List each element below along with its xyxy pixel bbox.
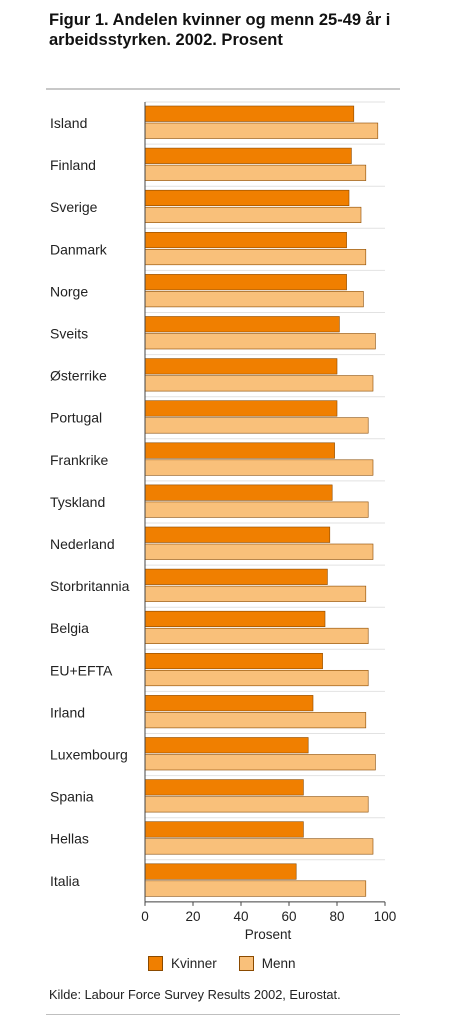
bar-menn <box>144 459 374 476</box>
x-tick-label: 80 <box>329 909 344 924</box>
bar-menn <box>144 417 369 434</box>
bar-kvinner <box>144 610 326 628</box>
bar-menn <box>144 585 367 602</box>
category-label: Danmark <box>50 241 108 257</box>
bar-kvinner <box>144 147 352 164</box>
legend-label-kvinner: Kvinner <box>171 956 217 971</box>
bar-menn <box>144 796 369 813</box>
x-tick-label: 40 <box>233 909 248 924</box>
bar-kvinner <box>144 821 304 838</box>
category-label: Sverige <box>50 199 98 215</box>
category-label: Luxembourg <box>50 747 128 763</box>
category-label: Nederland <box>50 536 115 552</box>
category-label: Tyskland <box>50 494 105 510</box>
category-label: Hellas <box>50 831 89 847</box>
bar-menn <box>144 291 364 308</box>
category-label: Østerrike <box>50 368 107 384</box>
category-label: EU+EFTA <box>50 662 113 678</box>
bar-menn <box>144 880 367 897</box>
bar-menn <box>144 838 374 855</box>
bar-menn <box>144 333 376 350</box>
bar-kvinner <box>144 737 309 754</box>
category-label: Norge <box>50 283 88 299</box>
category-label: Island <box>50 115 87 131</box>
source-note: Kilde: Labour Force Survey Results 2002,… <box>49 987 341 1002</box>
bar-kvinner <box>144 274 347 291</box>
bar-menn <box>144 164 367 181</box>
bar-kvinner <box>144 652 323 670</box>
legend-item-menn: Menn <box>238 956 296 971</box>
category-label: Irland <box>50 704 85 720</box>
bottom-divider <box>46 1014 400 1015</box>
category-label: Belgia <box>50 620 89 636</box>
bar-kvinner <box>144 695 314 712</box>
bar-menn <box>144 501 369 518</box>
category-label: Sveits <box>50 326 88 342</box>
x-tick-label: 60 <box>281 909 296 924</box>
bar-menn <box>144 122 379 139</box>
category-label: Frankrike <box>50 452 109 468</box>
bar-kvinner <box>144 400 338 417</box>
x-axis-title: Prosent <box>245 927 292 942</box>
category-label: Spania <box>50 789 94 805</box>
x-tick-label: 100 <box>374 909 397 924</box>
category-label: Portugal <box>50 410 102 426</box>
bar-chart: Island Finland Sverige Danmark Norge Sveits Øs… <box>50 101 397 942</box>
legend-item-kvinner: Kvinner <box>148 956 217 971</box>
bar-kvinner <box>144 105 355 122</box>
category-label: Italia <box>50 873 80 889</box>
bar-kvinner <box>144 316 340 333</box>
bar-menn <box>144 249 367 266</box>
legend: Kvinner Menn <box>148 956 318 971</box>
bar-menn <box>144 627 369 645</box>
legend-swatch-menn <box>238 956 254 971</box>
bar-kvinner <box>144 484 333 501</box>
bar-menn <box>144 754 376 771</box>
bar-menn <box>144 712 367 729</box>
bar-menn <box>144 543 374 560</box>
bar-kvinner <box>144 526 331 543</box>
category-label: Finland <box>50 157 96 173</box>
bar-kvinner <box>144 863 297 880</box>
bar-kvinner <box>144 568 328 585</box>
x-tick-label: 0 <box>141 909 149 924</box>
legend-swatch-kvinner <box>148 956 163 971</box>
bar-kvinner <box>144 779 304 796</box>
legend-label-menn: Menn <box>261 956 296 971</box>
bar-kvinner <box>144 232 347 249</box>
bar-menn <box>144 669 369 687</box>
bar-kvinner <box>144 189 350 206</box>
bar-menn <box>144 206 362 223</box>
chart-title: Figur 1. Andelen kvinner og menn 25-49 å… <box>49 11 391 49</box>
bar-menn <box>144 375 374 392</box>
bar-kvinner <box>144 358 338 375</box>
top-divider <box>46 88 400 90</box>
bar-kvinner <box>144 442 335 459</box>
category-label: Storbritannia <box>50 578 130 594</box>
x-tick-label: 20 <box>185 909 200 924</box>
